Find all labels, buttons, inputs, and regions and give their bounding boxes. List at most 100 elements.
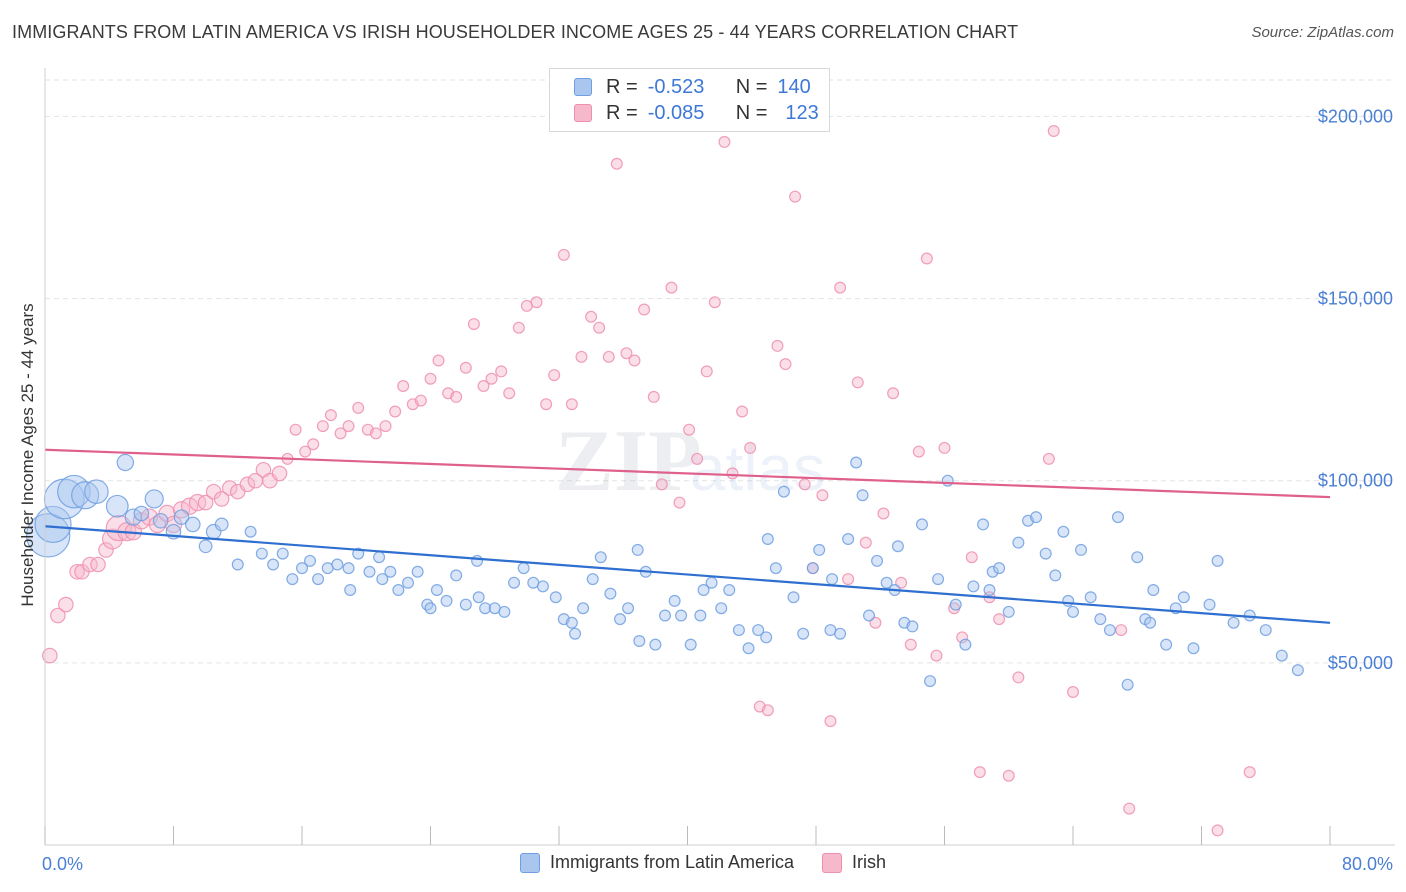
pink-swatch bbox=[822, 852, 843, 873]
latin-america-point bbox=[430, 583, 443, 596]
irish-point bbox=[779, 358, 792, 371]
irish-point bbox=[912, 445, 925, 458]
latin-america-point bbox=[633, 634, 646, 647]
latin-america-point bbox=[331, 558, 344, 571]
latin-america-point bbox=[1062, 594, 1075, 607]
latin-america-point bbox=[760, 631, 773, 644]
legend-label: Irish bbox=[852, 852, 887, 872]
latin-america-point bbox=[124, 508, 143, 526]
irish-point bbox=[851, 376, 864, 389]
n-label: N = bbox=[735, 75, 768, 98]
irish-point bbox=[956, 631, 969, 644]
irish-point bbox=[485, 372, 498, 385]
irish-point bbox=[1243, 766, 1256, 779]
irish-point bbox=[610, 157, 623, 170]
latin-america-point bbox=[296, 562, 309, 575]
latin-america-point bbox=[286, 573, 299, 586]
x-tick-label: 0.0% bbox=[42, 854, 83, 874]
irish-point bbox=[824, 715, 837, 728]
irish-point bbox=[665, 281, 678, 294]
latin-america-point bbox=[1177, 591, 1190, 604]
irish-point bbox=[90, 556, 106, 573]
irish-point bbox=[1042, 452, 1055, 465]
latin-america-point bbox=[1039, 547, 1052, 560]
latin-america-point bbox=[1012, 536, 1025, 549]
latin-america-point bbox=[604, 587, 617, 600]
latin-america-point bbox=[1111, 511, 1124, 524]
irish-point bbox=[602, 350, 615, 363]
legend-row-latin-america: R = -0.523 N = 140 bbox=[574, 75, 811, 99]
latin-america-point bbox=[472, 591, 485, 604]
latin-america-point bbox=[565, 616, 578, 629]
latin-america-point bbox=[198, 539, 213, 554]
latin-america-point bbox=[1259, 624, 1272, 637]
latin-america-point bbox=[1066, 605, 1079, 618]
latin-america-point bbox=[659, 609, 672, 622]
y-axis-title: Householder Income Ages 25 - 44 years bbox=[18, 303, 37, 606]
irish-point bbox=[540, 398, 553, 411]
latin-america-point bbox=[116, 453, 135, 472]
latin-america-point bbox=[1227, 616, 1240, 629]
latin-america-points bbox=[26, 453, 1304, 691]
irish-point bbox=[459, 361, 472, 374]
irish-point bbox=[530, 296, 543, 309]
latin-america-point bbox=[806, 562, 819, 575]
chart-title: IMMIGRANTS FROM LATIN AMERICA VS IRISH H… bbox=[12, 22, 1019, 42]
irish-point bbox=[324, 409, 337, 422]
latin-america-point bbox=[983, 583, 996, 596]
latin-america-point bbox=[977, 518, 990, 531]
latin-america-point bbox=[214, 517, 229, 532]
latin-america-point bbox=[450, 569, 463, 582]
irish-point bbox=[1047, 124, 1060, 137]
latin-america-point bbox=[694, 609, 707, 622]
latin-america-point bbox=[949, 598, 962, 611]
irish-point bbox=[798, 478, 811, 491]
irish-point bbox=[424, 372, 437, 385]
latin-america-point bbox=[761, 532, 774, 545]
latin-america-point bbox=[363, 565, 376, 578]
latin-america-point bbox=[863, 609, 876, 622]
latin-america-point bbox=[723, 583, 736, 596]
latin-america-point bbox=[675, 609, 688, 622]
latin-america-point bbox=[411, 565, 424, 578]
latin-america-point bbox=[1144, 616, 1157, 629]
legend-item-irish[interactable]: Irish bbox=[822, 852, 886, 873]
latin-america-point bbox=[1084, 591, 1097, 604]
latin-america-point bbox=[614, 613, 627, 626]
latin-america-point bbox=[586, 573, 599, 586]
latin-america-point bbox=[577, 602, 590, 615]
irish-point bbox=[1211, 824, 1224, 837]
latin-america-point bbox=[697, 583, 710, 596]
correlation-legend: R = -0.523 N = 140 R = -0.085 N = 123 bbox=[549, 68, 830, 132]
latin-america-point bbox=[152, 512, 169, 529]
latin-america-point bbox=[732, 624, 745, 637]
irish-point bbox=[98, 542, 114, 558]
latin-america-point bbox=[684, 638, 697, 651]
irish-point bbox=[726, 467, 739, 480]
irish-point bbox=[69, 563, 85, 580]
irish-point bbox=[718, 135, 731, 148]
latin-america-point bbox=[967, 580, 980, 593]
latin-america-point bbox=[244, 525, 257, 538]
axes bbox=[44, 68, 1395, 846]
blue-swatch bbox=[574, 78, 592, 96]
latin-america-point bbox=[1187, 642, 1200, 655]
irish-point bbox=[655, 478, 668, 491]
irish-trend-line bbox=[44, 448, 1331, 499]
latin-america-point bbox=[1160, 638, 1173, 651]
irish-point bbox=[691, 452, 704, 465]
irish-point bbox=[299, 445, 312, 458]
latin-america-point bbox=[856, 489, 869, 502]
legend-item-latin-america[interactable]: Immigrants from Latin America bbox=[519, 852, 795, 873]
latin-america-point bbox=[498, 605, 511, 618]
latin-america-point bbox=[312, 573, 325, 586]
latin-america-point bbox=[402, 576, 415, 589]
latin-america-point bbox=[231, 558, 244, 571]
legend-label: Immigrants from Latin America bbox=[549, 852, 795, 872]
irish-point bbox=[638, 303, 651, 316]
irish-point bbox=[920, 252, 933, 265]
irish-point bbox=[450, 390, 463, 403]
latin-america-point bbox=[459, 598, 472, 611]
latin-america-point bbox=[813, 543, 826, 556]
irish-point bbox=[316, 420, 329, 433]
